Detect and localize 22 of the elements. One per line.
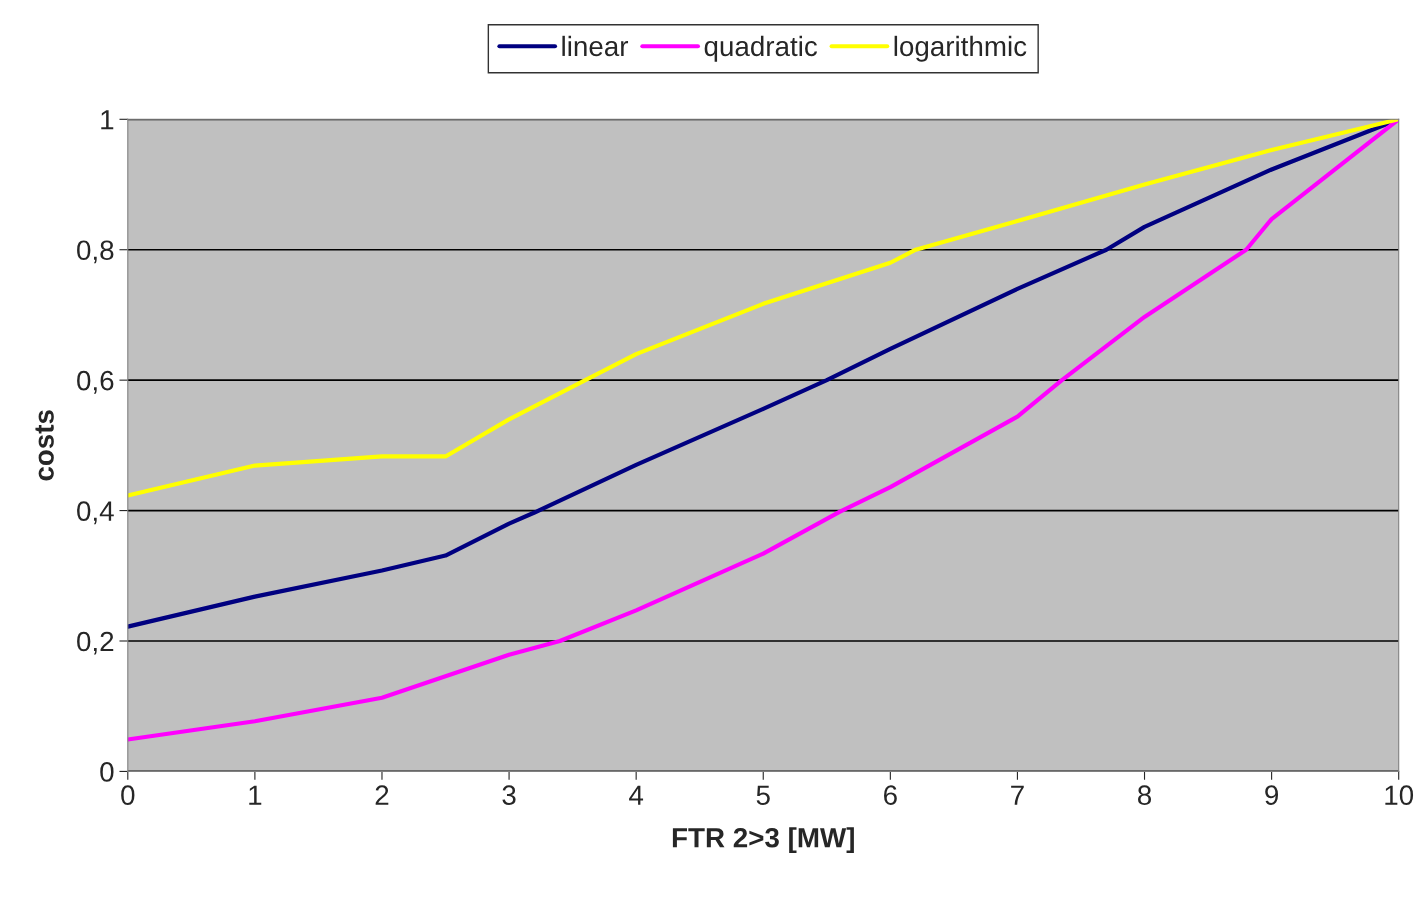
legend-label: logarithmic xyxy=(894,35,1027,62)
x-tick-label: 10 xyxy=(1385,785,1414,806)
x-tick-label: 9 xyxy=(1265,785,1279,806)
legend-label: linear xyxy=(562,35,629,57)
x-tick-label: 7 xyxy=(1011,785,1024,805)
y-tick-label: 0 xyxy=(100,762,114,782)
x-tick-label: 8 xyxy=(1138,785,1152,806)
y-tick-label: 0,2 xyxy=(77,631,114,655)
x-tick-label: 0 xyxy=(121,785,135,806)
legend-label: quadratic xyxy=(704,35,818,62)
x-tick-label: 1 xyxy=(249,785,262,805)
y-tick-label: 0,6 xyxy=(77,370,114,394)
y-tick-label: 0,4 xyxy=(77,501,114,525)
y-tick-label: 1 xyxy=(101,110,114,130)
y-axis-title: costs xyxy=(35,410,54,481)
x-tick-label: 6 xyxy=(884,785,897,806)
x-tick-label: 4 xyxy=(629,785,644,805)
y-tick-label: 0,8 xyxy=(77,240,114,264)
x-axis-title: FTR 2>3 [MW] xyxy=(672,827,854,854)
x-tick-label: 2 xyxy=(375,785,389,805)
x-tick-label: 5 xyxy=(756,785,770,806)
x-tick-label: 3 xyxy=(502,785,516,806)
